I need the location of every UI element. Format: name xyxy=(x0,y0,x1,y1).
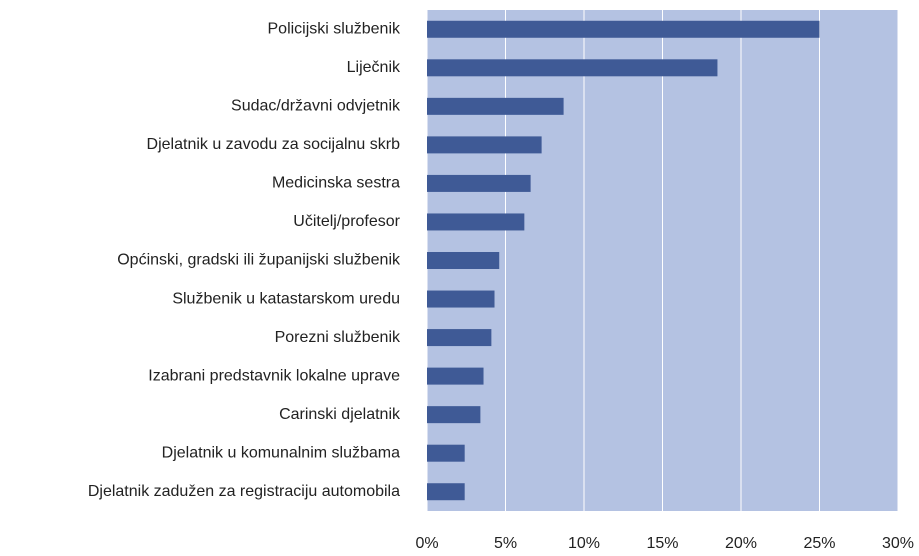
y-tick-label: Učitelj/profesor xyxy=(293,213,400,230)
y-tick-label: Djelatnik u zavodu za socijalnu skrb xyxy=(147,136,401,153)
y-tick-label: Djelatnik u komunalnim službama xyxy=(162,444,400,461)
x-tick-label: 20% xyxy=(725,535,757,552)
y-tick-label: Općinski, gradski ili županijski služben… xyxy=(117,252,401,269)
y-tick-label: Službenik u katastarskom uredu xyxy=(172,290,400,307)
bar xyxy=(427,213,525,231)
y-tick-label: Policijski službenik xyxy=(268,20,401,37)
x-tick-label: 10% xyxy=(568,535,600,552)
x-tick-label: 0% xyxy=(415,535,438,552)
bar xyxy=(427,97,564,115)
bar xyxy=(427,329,492,347)
x-tick-label: 5% xyxy=(494,535,517,552)
y-tick-label: Carinski djelatnik xyxy=(279,406,401,423)
bar xyxy=(427,290,495,308)
bar xyxy=(427,174,531,192)
bar xyxy=(427,59,718,77)
x-tick-label: 15% xyxy=(646,535,678,552)
bar xyxy=(427,136,542,154)
y-tick-label: Medicinska sestra xyxy=(272,175,400,192)
y-tick-label: Djelatnik zadužen za registraciju automo… xyxy=(88,483,400,500)
bar xyxy=(427,406,481,424)
y-tick-label: Porezni službenik xyxy=(275,329,401,346)
bar xyxy=(427,483,465,501)
y-tick-label: Liječnik xyxy=(347,59,401,76)
bar xyxy=(427,252,500,269)
bar xyxy=(427,444,465,462)
bar xyxy=(427,367,484,385)
y-tick-label: Sudac/državni odvjetnik xyxy=(231,98,401,115)
bar xyxy=(427,20,820,38)
x-tick-label: 25% xyxy=(803,535,835,552)
x-tick-label: 30% xyxy=(882,535,914,552)
y-tick-label: Izabrani predstavnik lokalne uprave xyxy=(148,367,400,384)
